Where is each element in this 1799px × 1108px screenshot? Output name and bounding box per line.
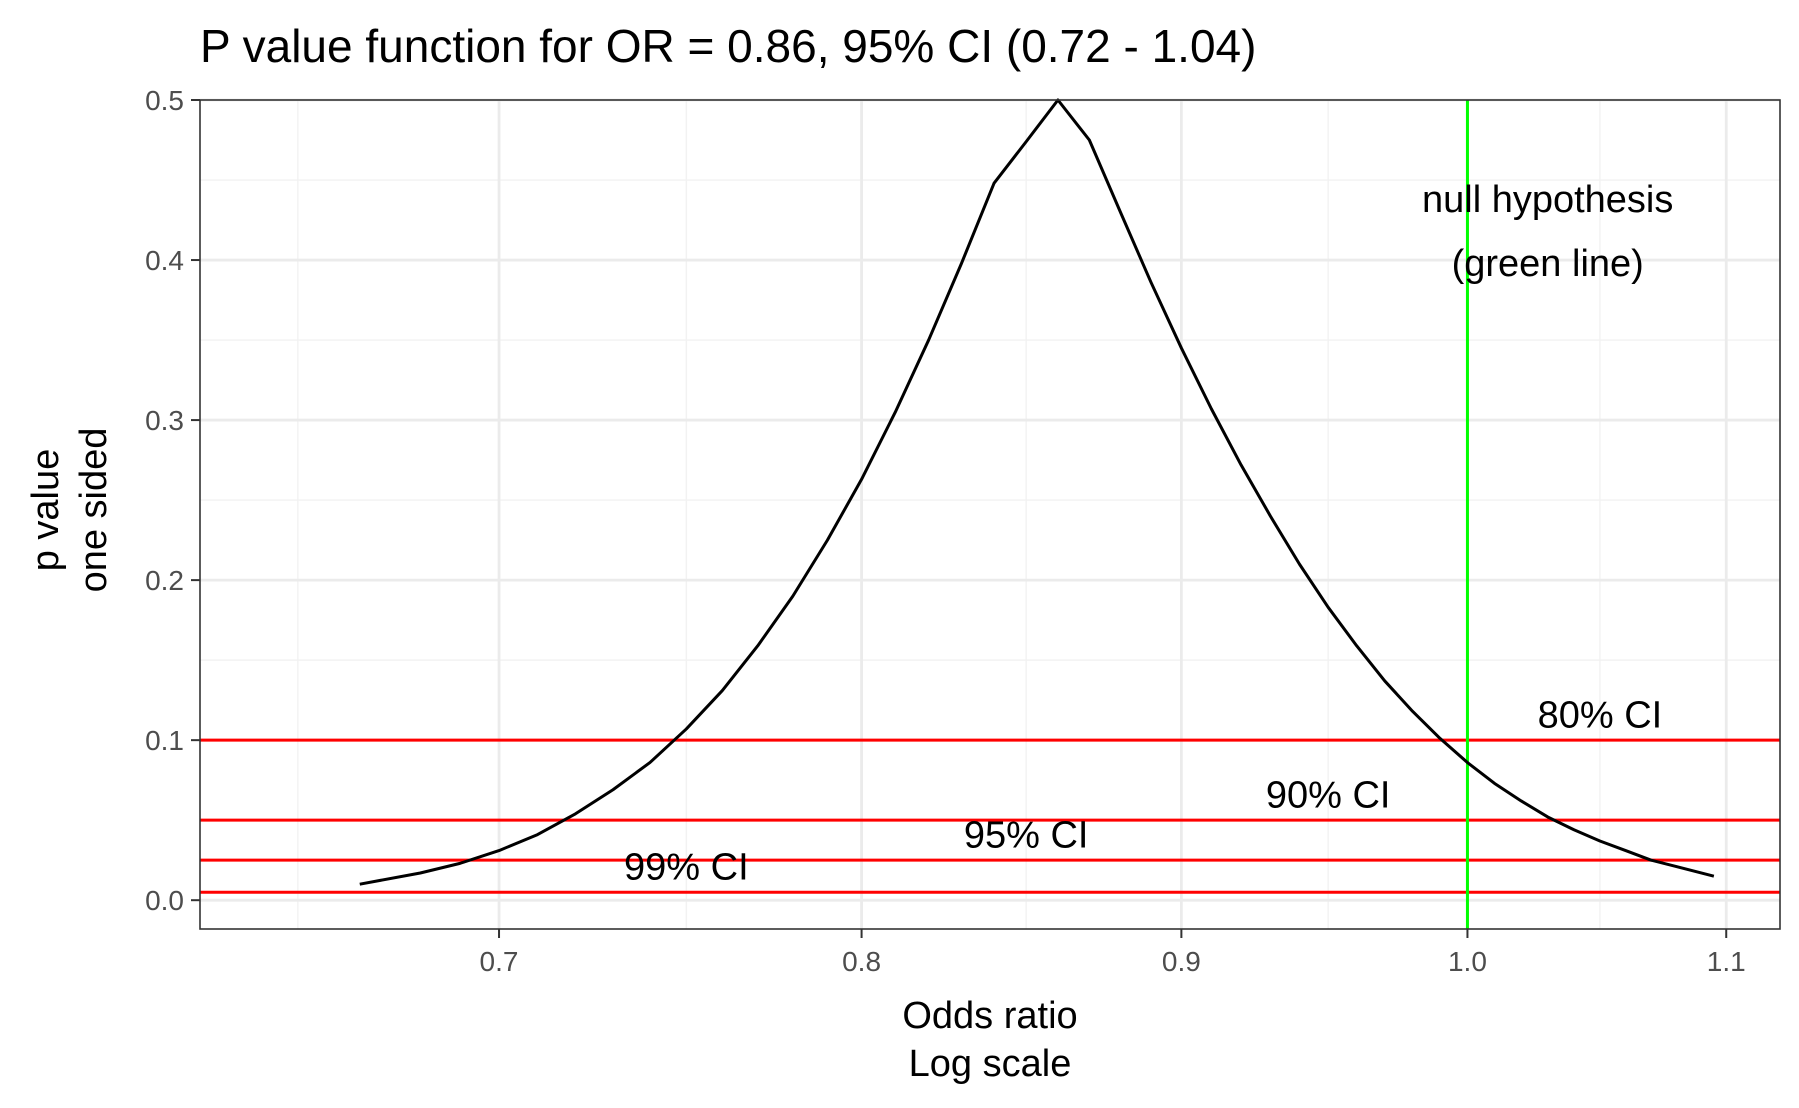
y-tick-label: 0.2 (145, 565, 184, 596)
y-tick-label: 0.3 (145, 405, 184, 436)
x-tick-label: 0.8 (842, 946, 881, 977)
p-value-curve (359, 98, 1715, 886)
null-hypothesis-label: (green line) (1452, 243, 1644, 285)
y-axis-ticks: 0.0 0.1 0.2 0.3 0.4 0.5 (145, 85, 200, 916)
ci-threshold-lines (200, 738, 1780, 894)
x-tick-label: 1.1 (1707, 946, 1746, 977)
x-axis-title-line-1: Odds ratio (902, 995, 1077, 1037)
x-tick-label: 1.0 (1448, 946, 1487, 977)
chart-title: P value function for OR = 0.86, 95% CI (… (200, 20, 1256, 72)
y-axis-title-line-2: one sided (73, 428, 115, 593)
x-tick-label: 0.9 (1162, 946, 1201, 977)
p-value-curve-group (359, 98, 1715, 886)
y-axis-title-line-1: p value (25, 449, 67, 572)
plot-panel-border (199, 99, 1781, 930)
ci-label: 95% CI (964, 814, 1089, 856)
y-tick-label: 0.0 (145, 885, 184, 916)
plot-panel-background (200, 100, 1780, 929)
null-hypothesis-label: null hypothesis (1422, 179, 1673, 221)
ci-label: 99% CI (624, 846, 749, 888)
y-tick-label: 0.5 (145, 85, 184, 116)
x-axis-title: Odds ratio Log scale (902, 995, 1077, 1085)
y-tick-label: 0.4 (145, 245, 184, 276)
ci-label: 90% CI (1266, 774, 1391, 816)
ci-label: 80% CI (1538, 694, 1663, 736)
annotations: 80% CI 90% CI 95% CI 99% CI null hypothesis (… (624, 179, 1673, 888)
y-axis-title: p value one sided (25, 428, 115, 593)
x-axis-ticks: 0.7 0.8 0.9 1.0 1.1 (480, 929, 1746, 977)
x-axis-title-line-2: Log scale (909, 1043, 1072, 1085)
y-tick-label: 0.1 (145, 725, 184, 756)
x-tick-label: 0.7 (480, 946, 519, 977)
